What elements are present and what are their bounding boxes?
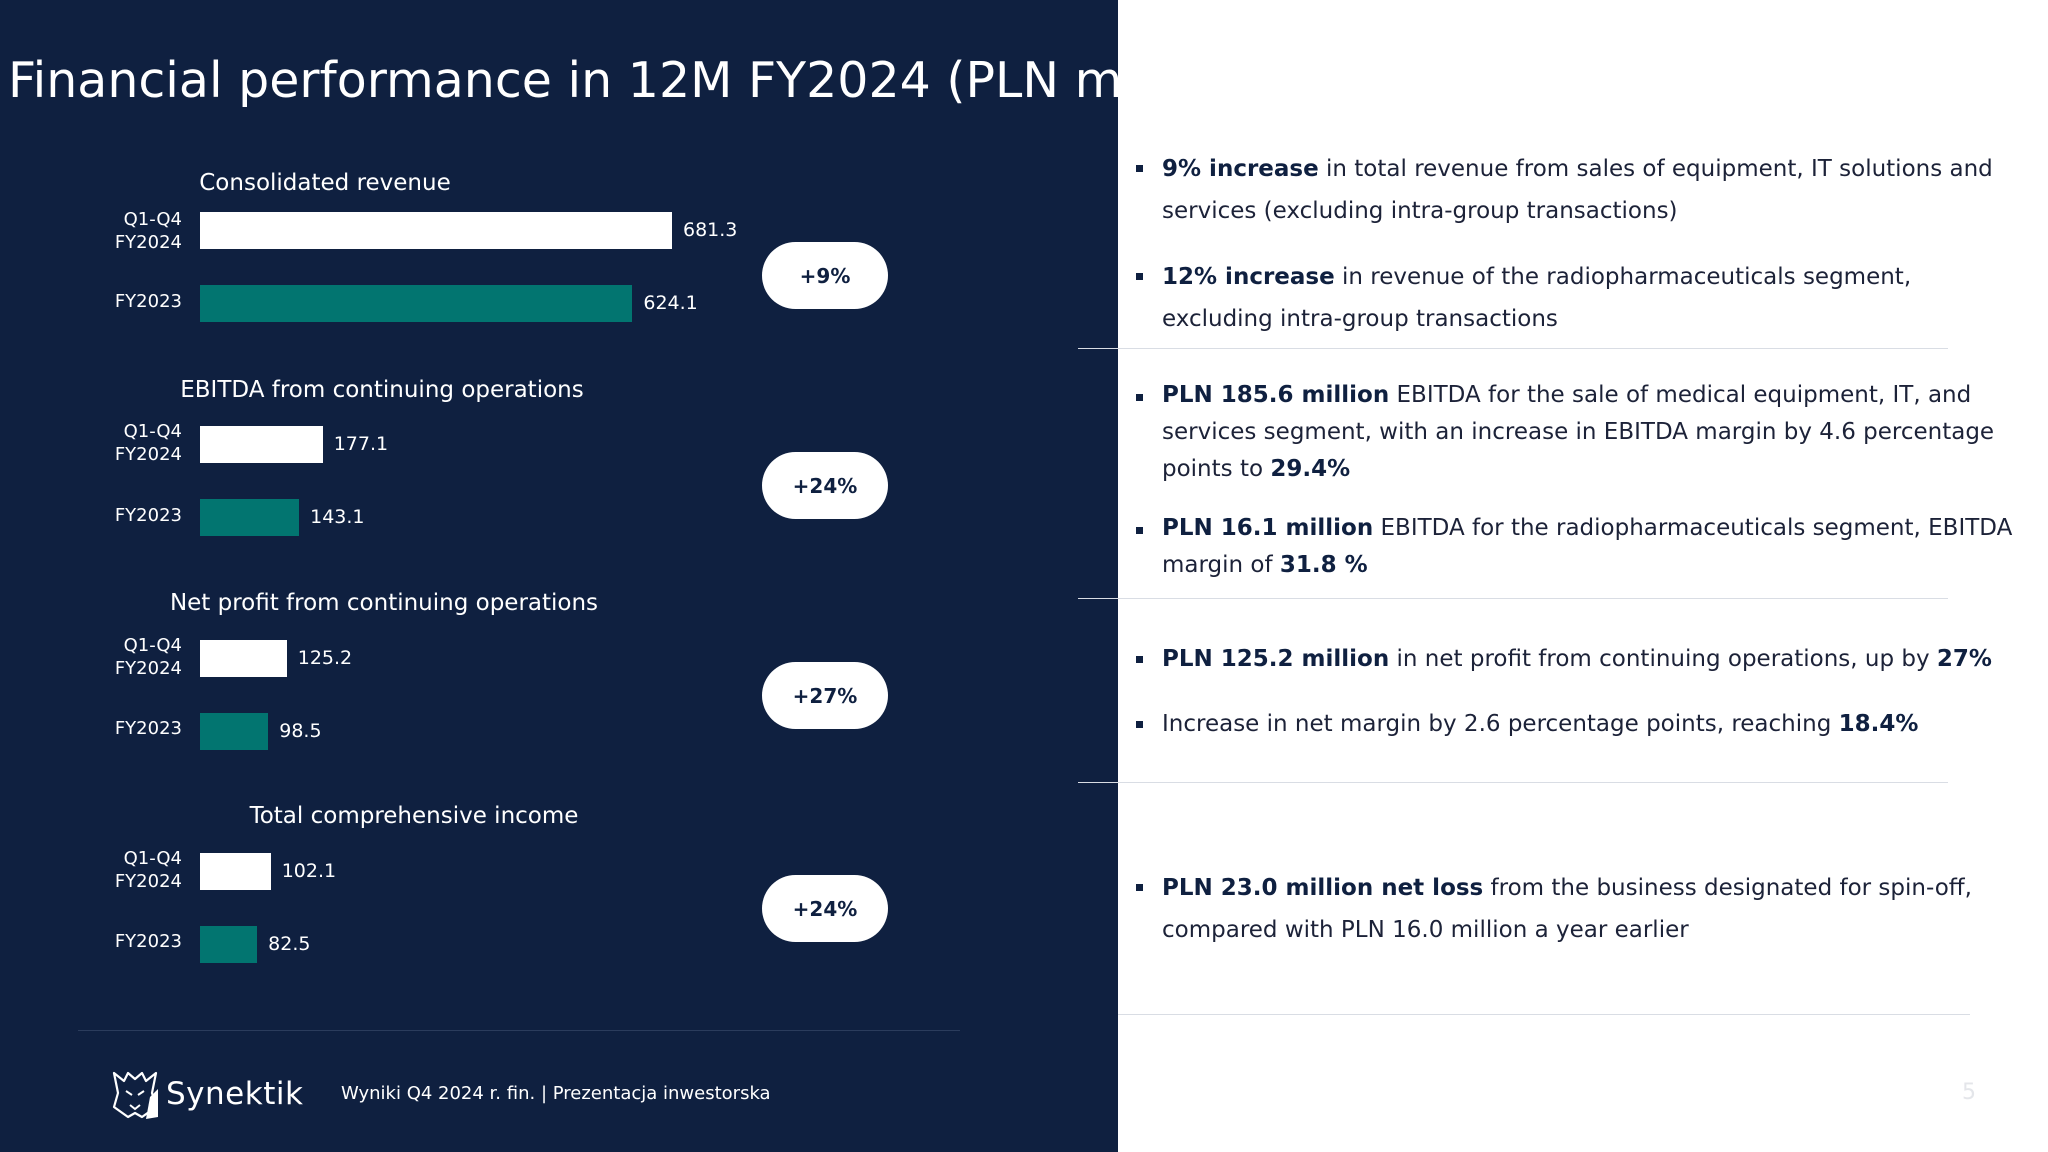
footer-text: Wyniki Q4 2024 r. fin. | Prezentacja inw… [341, 1083, 771, 1104]
page-title: Financial performance in 12M FY2024 (PLN… [8, 52, 1187, 109]
chart-consolidated-revenue: Consolidated revenue Q1-Q4 FY2024 FY2023… [0, 170, 1000, 380]
bullet-text: EBITDA for the sale of medical equipment… [1162, 382, 1995, 482]
row-label-previous: FY2023 [114, 718, 182, 739]
bar-previous [200, 713, 269, 750]
bar-value-current: 177.1 [333, 433, 389, 455]
bullet-group-spin-off: PLN 23.0 million net loss from the busin… [1134, 867, 2014, 951]
row-label-previous: FY2023 [114, 931, 182, 952]
bar-value-previous: 82.5 [268, 933, 311, 955]
bullet-item: Increase in net margin by 2.6 percentage… [1134, 704, 2014, 744]
change-badge: +24% [762, 452, 888, 519]
bullet-group-ebitda: PLN 185.6 million EBITDA for the sale of… [1134, 377, 2014, 584]
section-divider [1078, 782, 1948, 783]
bar-value-current: 125.2 [297, 647, 353, 669]
row-label-previous: FY2023 [114, 505, 182, 526]
bullet-item: PLN 125.2 million in net profit from con… [1134, 639, 2014, 679]
row-label-line: FY2024 [114, 232, 182, 253]
row-label-line: Q1-Q4 [123, 209, 182, 230]
bar-value-current: 681.3 [683, 219, 738, 241]
bullet-item: PLN 185.6 million EBITDA for the sale of… [1134, 377, 2014, 488]
bullet-bold: 31.8 % [1279, 552, 1368, 578]
bar-previous [200, 926, 258, 963]
bar-current [200, 426, 323, 463]
bullet-text: in total revenue from sales of equipment… [1162, 156, 1993, 224]
row-label-current: Q1-Q4 FY2024 [115, 634, 182, 680]
left-panel: Financial performance in 12M FY2024 (PLN… [0, 0, 1118, 1152]
row-label-line: FY2024 [114, 444, 182, 465]
footer-divider [78, 1030, 960, 1031]
bullet-text: in revenue of the radiopharmaceuticals s… [1162, 264, 1912, 332]
bullet-bold: PLN 16.1 million [1162, 515, 1374, 541]
bullet-item: PLN 23.0 million net loss from the busin… [1134, 867, 2014, 951]
row-label-line: Q1-Q4 [123, 848, 182, 869]
chart-title: Net profit from continuing operations [169, 590, 599, 616]
row-label-line: Q1-Q4 [123, 421, 182, 442]
bullet-bold: PLN 125.2 million [1162, 646, 1390, 672]
bullet-bold: 27% [1936, 646, 1992, 672]
change-badge: +24% [762, 875, 888, 942]
bullet-bold: 12% increase [1162, 264, 1335, 290]
bullet-bold: PLN 23.0 million net loss [1162, 875, 1484, 901]
row-label-line: FY2024 [114, 871, 182, 892]
bullet-text: from the business designated for spin-of… [1162, 875, 1972, 943]
chart-title: Total comprehensive income [249, 803, 579, 829]
chart-title: EBITDA from continuing operations [180, 377, 584, 403]
row-label-current: Q1-Q4 FY2024 [115, 847, 182, 893]
bullet-text: Increase in net margin by 2.6 percentage… [1162, 711, 1839, 737]
bar-current [200, 640, 287, 677]
row-label-line: Q1-Q4 [123, 635, 182, 656]
chart-net-profit: Net profit from continuing operations Q1… [0, 590, 1000, 800]
change-badge: +9% [762, 242, 888, 309]
section-divider [1078, 348, 1948, 349]
row-label-line: FY2024 [114, 658, 182, 679]
logo-text: Synektik [166, 1076, 304, 1112]
chart-ebitda: EBITDA from continuing operations Q1-Q4 … [0, 377, 1000, 587]
bullet-text: EBITDA for the radiopharmaceuticals segm… [1162, 515, 2013, 578]
bullet-item: 9% increase in total revenue from sales … [1134, 148, 2014, 232]
bullet-group-revenue: 9% increase in total revenue from sales … [1134, 148, 2014, 340]
page-number: 5 [1962, 1080, 1976, 1105]
bullet-bold: 29.4% [1270, 456, 1351, 482]
bar-value-previous: 143.1 [310, 506, 365, 528]
bullet-item: 12% increase in revenue of the radiophar… [1134, 256, 2014, 340]
row-label-previous: FY2023 [114, 291, 182, 312]
row-label-current: Q1-Q4 FY2024 [115, 420, 182, 466]
bullet-bold: 18.4% [1838, 711, 1919, 737]
bar-value-current: 102.1 [281, 860, 337, 882]
bullet-group-net-profit: PLN 125.2 million in net profit from con… [1134, 639, 2014, 744]
bar-previous [200, 285, 633, 322]
bar-previous [200, 499, 300, 536]
bar-current [200, 853, 271, 890]
bullet-bold: PLN 185.6 million [1162, 382, 1390, 408]
bar-value-previous: 98.5 [279, 720, 322, 742]
bar-current [200, 212, 672, 249]
change-badge: +27% [762, 662, 888, 729]
lion-head-icon [112, 1071, 158, 1119]
section-divider [1078, 598, 1948, 599]
bullet-text: in net profit from continuing operations… [1389, 646, 1937, 672]
bullet-item: PLN 16.1 million EBITDA for the radiopha… [1134, 510, 2014, 584]
section-divider [1118, 1014, 1970, 1015]
company-logo: Synektik [110, 1066, 303, 1122]
chart-title: Consolidated revenue [199, 170, 451, 196]
bar-value-previous: 624.1 [643, 292, 698, 314]
row-label-current: Q1-Q4 FY2024 [115, 208, 182, 254]
chart-total-comprehensive-income: Total comprehensive income Q1-Q4 FY2024 … [0, 803, 1000, 1013]
bullet-bold: 9% increase [1162, 156, 1319, 182]
